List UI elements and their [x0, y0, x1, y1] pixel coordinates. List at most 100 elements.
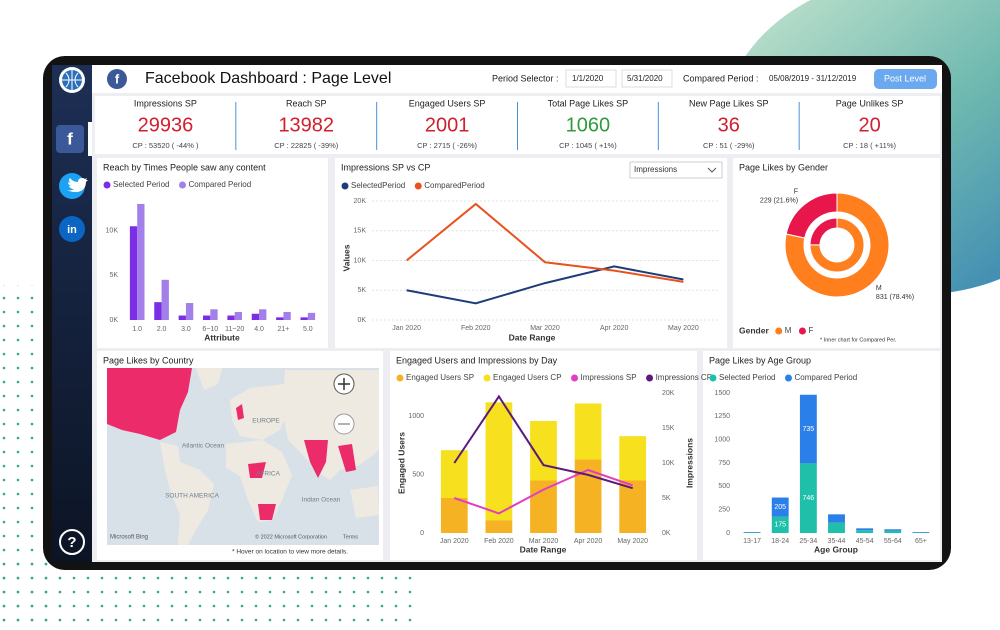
map-land: [282, 370, 379, 480]
legend-marker: [178, 181, 186, 189]
x-tick-label: 13-17: [743, 538, 761, 545]
bar: [161, 279, 169, 320]
x-tick-label: Jan 2020: [440, 538, 469, 545]
y-tick-label: 15K: [662, 425, 675, 432]
help-button[interactable]: [59, 529, 85, 555]
y-tick-label: 10K: [354, 257, 367, 264]
map-land: [196, 368, 222, 390]
map-country: [338, 444, 356, 472]
x-tick-label: May 2020: [668, 325, 699, 332]
bar: [307, 312, 316, 320]
bar: [530, 480, 557, 533]
period-start-input[interactable]: [565, 69, 617, 88]
period-start: 1/1/2020: [572, 74, 604, 83]
map-label: SOUTH AMERICA: [165, 493, 219, 500]
map-land: [230, 384, 292, 440]
x-tick-label: 18-24: [771, 538, 789, 545]
linkedin-nav[interactable]: [59, 216, 85, 242]
legend-label: Selected Period: [113, 180, 169, 189]
period-end: 5/31/2020: [627, 74, 663, 83]
x-tick-label: Jan 2020: [392, 325, 421, 332]
slice-category: F: [794, 189, 798, 196]
compared-range: 05/08/2019 - 31/12/2019: [769, 74, 857, 83]
data-label: 735: [803, 426, 815, 433]
kpi-compare: CP : 22825 ( -39%): [274, 141, 339, 150]
period-end-input[interactable]: [621, 69, 673, 88]
background-dots: [0, 560, 420, 630]
y-tick-label: 5K: [109, 272, 118, 279]
bar: [828, 514, 845, 523]
y-tick-label: 10K: [106, 228, 119, 235]
bar: [227, 315, 235, 320]
kpi-value: 29936: [138, 114, 194, 136]
map-country: [248, 462, 266, 478]
kpi-label: Impressions SP: [134, 98, 197, 108]
panel-title: Impressions SP vs CP: [341, 162, 430, 172]
x-tick-label: 21+: [278, 326, 290, 333]
period-label: Period Selector :: [492, 73, 559, 83]
legend-marker: [396, 374, 404, 382]
axis-title: Values: [341, 244, 351, 271]
y-tick-label: 0: [420, 530, 424, 537]
kpi-value: 36: [718, 114, 740, 136]
dashboard-title: Facebook Dashboard : Page Level: [145, 70, 391, 87]
data-label: 831 (78.4%): [876, 294, 914, 301]
bar: [771, 516, 789, 533]
map-land: [160, 442, 214, 545]
panel-title: Engaged Users and Impressions by Day: [396, 355, 558, 365]
slice-category: M: [876, 285, 882, 292]
bar: [485, 520, 513, 533]
data-label: 205: [774, 504, 786, 511]
axis-title: Age Group: [814, 544, 858, 554]
x-tick-label: Feb 2020: [484, 538, 514, 545]
bar: [178, 315, 186, 320]
bar: [283, 311, 291, 320]
bar: [574, 403, 602, 460]
post-level-button[interactable]: [874, 69, 937, 89]
legend-label: Impressions CP: [656, 373, 712, 382]
bar: [203, 315, 211, 320]
x-tick-label: 55-64: [884, 538, 902, 545]
app-logo: [62, 70, 82, 90]
map-label: Atlantic Ocean: [182, 443, 225, 450]
kpi-group: Impressions SP 29936 CP : 53520 ( -44% ) Re…: [132, 98, 903, 150]
line: [453, 394, 633, 490]
y-tick-label: 20K: [354, 198, 367, 205]
twitter-icon: [65, 178, 88, 193]
map-label: AFRICA: [256, 471, 281, 478]
y-tick-label: 20K: [662, 390, 675, 397]
kpi-compare: CP : 18 ( +11%): [843, 141, 896, 150]
panel-title: Page Likes by Age Group: [709, 355, 811, 365]
map: [107, 368, 379, 545]
bar: [884, 529, 902, 531]
legend-marker: [798, 327, 806, 335]
y-tick-label: 5K: [662, 495, 671, 502]
y-tick-label: 1000: [714, 437, 730, 444]
bar: [856, 528, 874, 531]
map-land: [350, 486, 379, 518]
map-terms[interactable]: Terms: [343, 534, 358, 540]
kpi-value: 1060: [566, 114, 611, 136]
kpi-value: 20: [858, 114, 880, 136]
x-tick-label: 4.0: [254, 326, 264, 333]
x-tick-label: 35-44: [828, 538, 846, 545]
kpi-value: 13982: [278, 114, 334, 136]
x-tick-label: Apr 2020: [600, 325, 629, 332]
pie-slice: [785, 192, 838, 239]
pie-slice: [809, 217, 865, 273]
x-tick-label: Mar 2020: [530, 325, 560, 332]
facebook-nav[interactable]: [56, 125, 84, 153]
map-country: [258, 504, 276, 520]
measure-dropdown[interactable]: [629, 161, 723, 179]
y-tick-label: 0K: [109, 317, 118, 324]
x-tick-label: 1.0: [132, 326, 142, 333]
legend-label: F: [808, 326, 813, 335]
axis-title: Date Range: [520, 544, 567, 554]
y-tick-label: 15K: [354, 228, 367, 235]
legend-marker: [784, 374, 792, 382]
zoom-in-icon: [338, 378, 350, 390]
legend-title: Gender: [739, 325, 769, 335]
legend-marker: [709, 374, 717, 382]
x-tick-label: 2.0: [157, 326, 167, 333]
bar: [856, 530, 874, 533]
